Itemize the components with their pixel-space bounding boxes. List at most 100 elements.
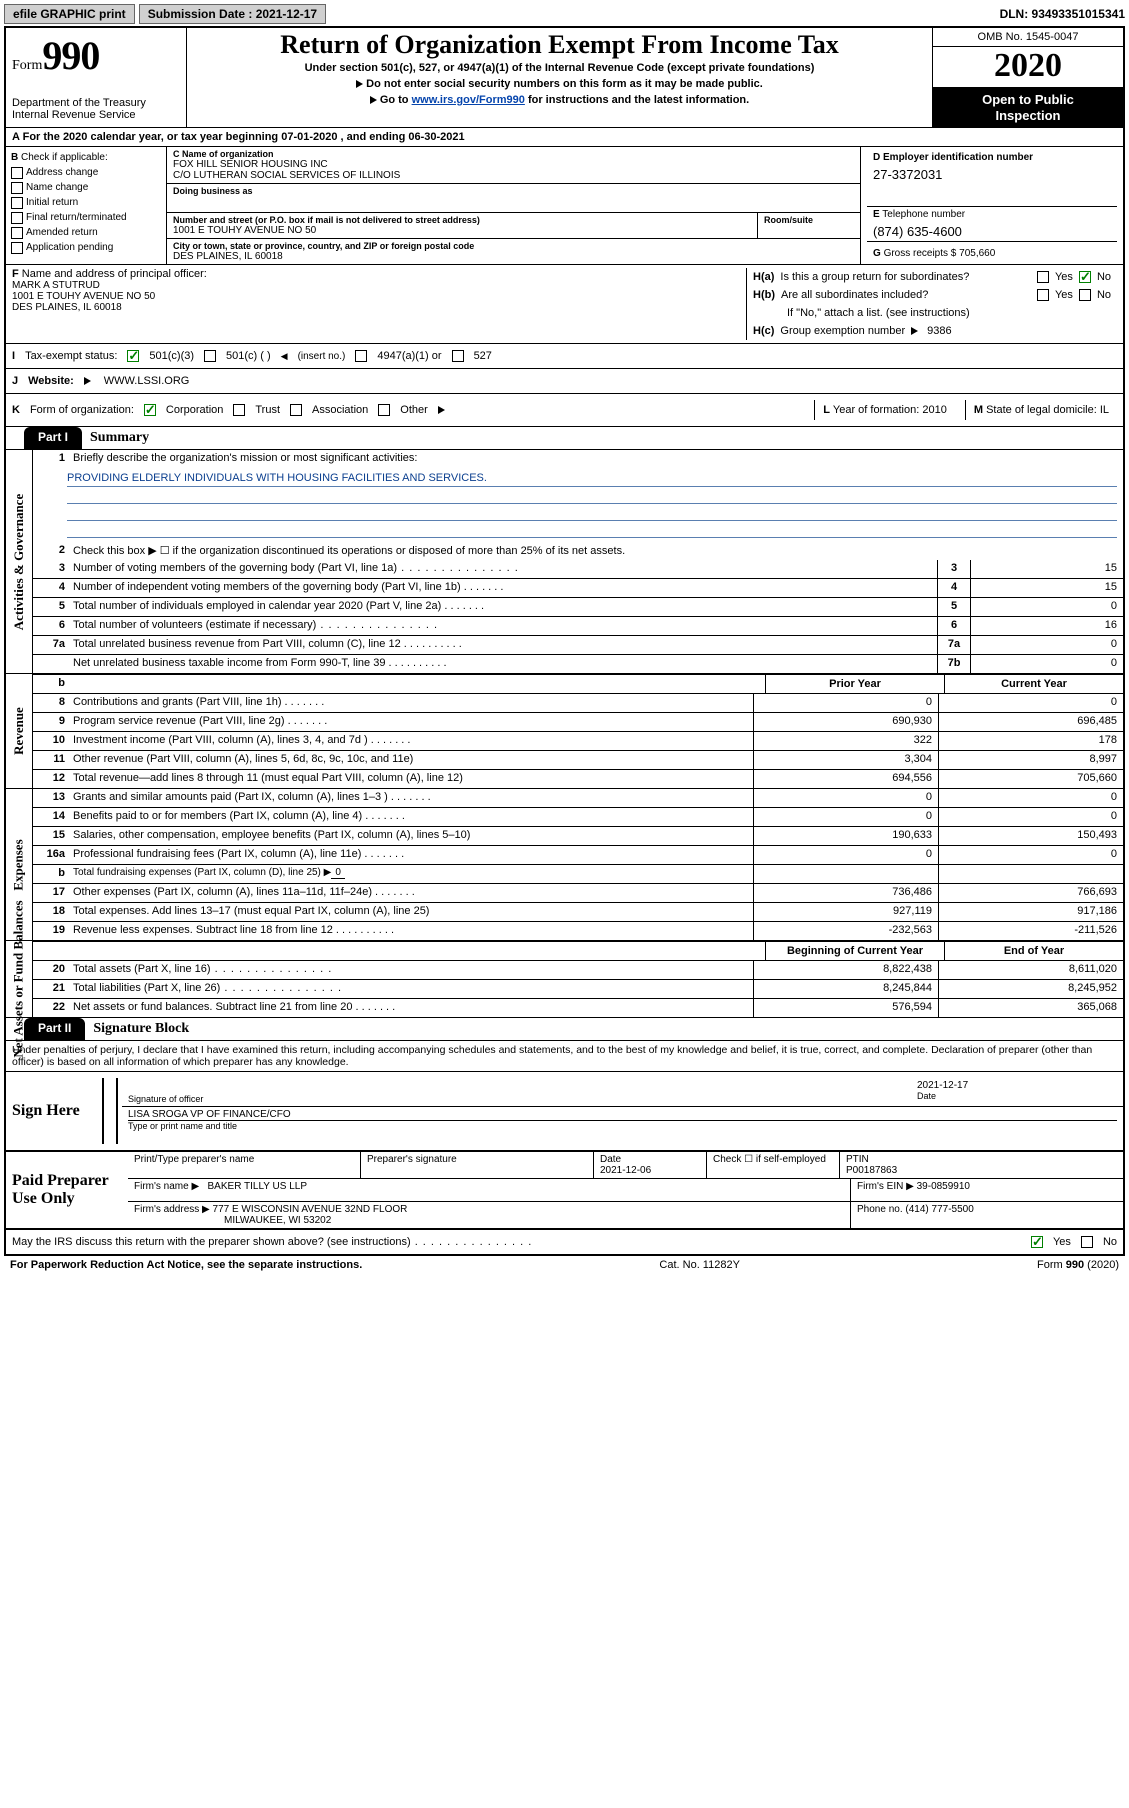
- ha-no-checkbox[interactable]: [1079, 271, 1091, 283]
- part2-title: Signature Block: [85, 1018, 197, 1040]
- amended-return-checkbox[interactable]: [11, 227, 23, 239]
- sig-date-value: 2021-12-17: [917, 1080, 1117, 1091]
- street-label: Number and street (or P.O. box if mail i…: [173, 215, 751, 225]
- line-8-text: Contributions and grants (Part VIII, lin…: [73, 696, 282, 708]
- firm-name-value: BAKER TILLY US LLP: [208, 1181, 308, 1192]
- line-3-value: 15: [970, 560, 1123, 578]
- form-title: Return of Organization Exempt From Incom…: [193, 30, 926, 60]
- 527-checkbox[interactable]: [452, 350, 464, 362]
- form-number: 990: [42, 33, 99, 78]
- other-checkbox[interactable]: [378, 404, 390, 416]
- sig-name-label: Type or print name and title: [128, 1120, 1117, 1131]
- year-formation-label: Year of formation:: [833, 404, 919, 416]
- application-pending-label: Application pending: [26, 240, 113, 255]
- line-13-prior: 0: [753, 789, 938, 807]
- ha-yes-checkbox[interactable]: [1037, 271, 1049, 283]
- org-name-2: C/O LUTHERAN SOCIAL SERVICES OF ILLINOIS: [173, 170, 854, 181]
- discuss-yes-checkbox[interactable]: [1031, 1236, 1043, 1248]
- ein-value: 27-3372031: [873, 167, 1111, 182]
- part1-tab: Part I: [24, 427, 82, 449]
- line-9-current: 696,485: [938, 713, 1123, 731]
- form-org-label: Form of organization:: [30, 404, 134, 416]
- final-return-checkbox[interactable]: [11, 212, 23, 224]
- line-20-eoy: 8,611,020: [938, 961, 1123, 979]
- mission-question: Briefly describe the organization's miss…: [69, 450, 1123, 468]
- line-16b-value: 0: [331, 867, 345, 879]
- line-21-text: Total liabilities (Part X, line 26): [73, 982, 220, 994]
- address-change-checkbox[interactable]: [11, 167, 23, 179]
- line-3-text: Number of voting members of the governin…: [73, 562, 397, 574]
- column-b: B Check if applicable: Address change Na…: [6, 147, 167, 264]
- line-11-current: 8,997: [938, 751, 1123, 769]
- line-17-prior: 736,486: [753, 884, 938, 902]
- hb-yes-label: Yes: [1055, 289, 1073, 301]
- boy-header: Beginning of Current Year: [765, 942, 944, 960]
- line-13-current: 0: [938, 789, 1123, 807]
- letter-k: K: [12, 404, 20, 416]
- line-7a-value: 0: [970, 636, 1123, 654]
- firm-addr-label: Firm's address ▶: [134, 1204, 210, 1215]
- assoc-checkbox[interactable]: [290, 404, 302, 416]
- form-container: Form990 Department of the Treasury Inter…: [4, 26, 1125, 1256]
- line-4-text: Number of independent voting members of …: [73, 581, 461, 593]
- tax-year: 2020: [933, 47, 1123, 88]
- line-18-text: Total expenses. Add lines 13–17 (must eq…: [69, 903, 753, 921]
- line-9-prior: 690,930: [753, 713, 938, 731]
- line-20-text: Total assets (Part X, line 16): [73, 963, 211, 975]
- arrow-icon: [356, 80, 363, 88]
- line-2-text: Check this box ▶ ☐ if the organization d…: [69, 542, 1123, 560]
- ha-yes-label: Yes: [1055, 271, 1073, 283]
- submission-date-button[interactable]: Submission Date : 2021-12-17: [139, 4, 326, 24]
- line-12-current: 705,660: [938, 770, 1123, 788]
- dln-label: DLN: 93493351015341: [1000, 7, 1125, 21]
- line-21-eoy: 8,245,952: [938, 980, 1123, 998]
- discuss-no-checkbox[interactable]: [1081, 1236, 1093, 1248]
- arrow-icon: [84, 377, 91, 385]
- ha-no-label: No: [1097, 271, 1111, 283]
- letter-d: D: [873, 152, 880, 163]
- prior-year-header: Prior Year: [765, 675, 944, 693]
- initial-return-checkbox[interactable]: [11, 197, 23, 209]
- application-pending-checkbox[interactable]: [11, 242, 23, 254]
- hb-no-checkbox[interactable]: [1079, 289, 1091, 301]
- line-11-prior: 3,304: [753, 751, 938, 769]
- header-note-1: Do not enter social security numbers on …: [366, 78, 763, 90]
- prep-name-header: Print/Type preparer's name: [128, 1152, 361, 1178]
- 4947-checkbox[interactable]: [355, 350, 367, 362]
- prep-date-header: Date: [600, 1154, 621, 1165]
- eoy-header: End of Year: [944, 942, 1123, 960]
- header-center: Return of Organization Exempt From Incom…: [187, 28, 933, 127]
- instructions-link[interactable]: www.irs.gov/Form990: [412, 94, 525, 106]
- goto-post: for instructions and the latest informat…: [525, 94, 749, 106]
- prep-sig-header: Preparer's signature: [361, 1152, 594, 1178]
- efile-print-button[interactable]: efile GRAPHIC print: [4, 4, 135, 24]
- footer-left: For Paperwork Reduction Act Notice, see …: [10, 1259, 362, 1271]
- top-toolbar: efile GRAPHIC print Submission Date : 20…: [4, 4, 1125, 24]
- ptin-value: P00187863: [846, 1165, 897, 1176]
- mission-answer: PROVIDING ELDERLY INDIVIDUALS WITH HOUSI…: [67, 472, 1117, 487]
- hb-yes-checkbox[interactable]: [1037, 289, 1049, 301]
- ein-label: Employer identification number: [883, 152, 1033, 163]
- 501c-checkbox[interactable]: [204, 350, 216, 362]
- line-10-current: 178: [938, 732, 1123, 750]
- dept-label-2: Internal Revenue Service: [12, 109, 180, 121]
- trust-checkbox[interactable]: [233, 404, 245, 416]
- line-19-text: Revenue less expenses. Subtract line 18 …: [73, 924, 333, 936]
- name-change-checkbox[interactable]: [11, 182, 23, 194]
- form-subtitle: Under section 501(c), 527, or 4947(a)(1)…: [193, 62, 926, 74]
- corp-checkbox[interactable]: [144, 404, 156, 416]
- 501c3-checkbox[interactable]: [127, 350, 139, 362]
- letter-l: L: [823, 404, 830, 416]
- hc-label: Group exemption number: [780, 325, 905, 337]
- discuss-question: May the IRS discuss this return with the…: [12, 1236, 411, 1248]
- ptin-header: PTIN: [846, 1154, 869, 1165]
- dept-label-1: Department of the Treasury: [12, 97, 180, 109]
- hc-value: 9386: [927, 325, 951, 337]
- hb-no-label: No: [1097, 289, 1111, 301]
- header-left: Form990 Department of the Treasury Inter…: [6, 28, 187, 127]
- org-name-1: FOX HILL SENIOR HOUSING INC: [173, 159, 854, 170]
- line-13-text: Grants and similar amounts paid (Part IX…: [73, 791, 388, 803]
- line-17-text: Other expenses (Part IX, column (A), lin…: [73, 886, 372, 898]
- sig-officer-label: Signature of officer: [128, 1094, 877, 1104]
- line-14-prior: 0: [753, 808, 938, 826]
